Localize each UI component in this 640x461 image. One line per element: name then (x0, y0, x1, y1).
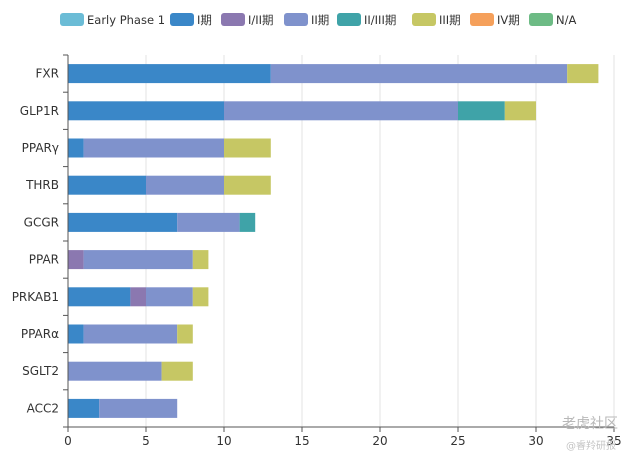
bar-segment[interactable] (177, 212, 240, 232)
y-tick-label: GCGR (24, 215, 59, 229)
bar-segment[interactable] (224, 101, 458, 121)
legend-swatch[interactable] (529, 13, 553, 26)
legend-label[interactable]: III期 (439, 13, 461, 27)
legend-swatch[interactable] (337, 13, 361, 26)
watermark: 老虎社区 @睿羚研报 (562, 416, 618, 452)
bar-segment[interactable] (68, 361, 162, 381)
bar-segment[interactable] (83, 250, 193, 270)
bar-segment[interactable] (68, 398, 100, 418)
legend-swatch[interactable] (412, 13, 436, 26)
legend-label[interactable]: Early Phase 1 (87, 13, 165, 27)
legend-label[interactable]: IV期 (497, 13, 520, 27)
y-tick-label: PPARα (21, 327, 59, 341)
legend-label[interactable]: II期 (311, 13, 329, 27)
bar-segment[interactable] (270, 64, 568, 84)
bars (68, 64, 599, 418)
bar-segment[interactable] (83, 324, 178, 344)
bar-segment[interactable] (177, 324, 193, 344)
legend-label[interactable]: I期 (197, 13, 212, 27)
x-tick-label: 5 (142, 434, 150, 448)
bar-segment[interactable] (83, 138, 224, 158)
bar-segment[interactable] (68, 212, 178, 232)
bar-segment[interactable] (239, 212, 256, 232)
x-tick-label: 35 (606, 434, 621, 448)
bar-segment[interactable] (99, 398, 178, 418)
x-tick-label: 30 (528, 434, 543, 448)
y-tick-label: PPAR (29, 253, 59, 267)
bar-segment[interactable] (192, 250, 209, 270)
y-tick-label: PPARγ (22, 141, 59, 155)
y-tick-label: THRB (25, 178, 59, 192)
bar-segment[interactable] (130, 287, 146, 307)
legend-label[interactable]: I/II期 (248, 13, 274, 27)
x-tick-label: 25 (450, 434, 465, 448)
bar-segment[interactable] (192, 287, 209, 307)
x-tick-label: 10 (216, 434, 231, 448)
x-tick-label: 20 (372, 434, 387, 448)
bar-segment[interactable] (68, 138, 84, 158)
bar-segment[interactable] (68, 101, 224, 121)
bar-segment[interactable] (224, 138, 271, 158)
axes: FXR GLP1R PPARγ THRB GCGR PPAR PRKAB1 PPARα SGLT… (12, 54, 622, 448)
bar-segment[interactable] (504, 101, 536, 121)
y-tick-label: PRKAB1 (12, 290, 59, 304)
bar-segment[interactable] (224, 175, 271, 195)
watermark-text: 老虎社区 (562, 416, 618, 432)
legend-swatch[interactable] (221, 13, 245, 26)
bar-segment[interactable] (68, 175, 146, 195)
y-tick-label: FXR (36, 67, 59, 81)
y-tick-label: GLP1R (20, 104, 59, 118)
legend-swatch[interactable] (284, 13, 308, 26)
bar-segment[interactable] (68, 250, 84, 270)
legend-label[interactable]: II/III期 (364, 13, 396, 27)
watermark-subtext: @睿羚研报 (566, 439, 616, 452)
y-tick-label: SGLT2 (22, 364, 59, 378)
bar-segment[interactable] (146, 175, 224, 195)
legend-swatch[interactable] (170, 13, 194, 26)
legend-label[interactable]: N/A (556, 13, 576, 27)
bar-segment[interactable] (68, 64, 271, 84)
x-tick-label: 15 (294, 434, 309, 448)
legend: Early Phase 1 I期 I/II期 II期 II/III期 III期 IV期 N/A (60, 13, 576, 27)
x-tick-label: 0 (64, 434, 72, 448)
y-tick-label: ACC2 (27, 401, 59, 415)
legend-swatch[interactable] (60, 13, 84, 26)
bar-segment[interactable] (68, 287, 131, 307)
legend-swatch[interactable] (470, 13, 494, 26)
bar-segment[interactable] (567, 64, 599, 84)
bar-segment[interactable] (146, 287, 193, 307)
bar-segment[interactable] (68, 324, 84, 344)
bar-segment[interactable] (161, 361, 193, 381)
bar-segment[interactable] (458, 101, 505, 121)
